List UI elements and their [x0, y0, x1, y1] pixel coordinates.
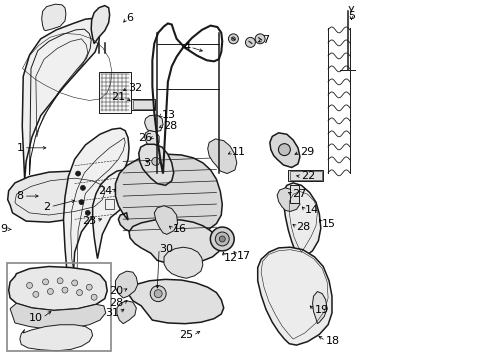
- Text: 15: 15: [322, 219, 336, 229]
- Circle shape: [215, 232, 229, 246]
- Bar: [290, 185, 298, 203]
- Text: 14: 14: [305, 205, 319, 215]
- Circle shape: [76, 171, 81, 176]
- Polygon shape: [115, 271, 138, 298]
- Circle shape: [47, 288, 53, 294]
- Bar: [133, 100, 153, 109]
- Polygon shape: [20, 325, 92, 351]
- Polygon shape: [129, 219, 220, 264]
- Text: 27: 27: [291, 189, 305, 199]
- Text: 11: 11: [231, 147, 245, 157]
- Text: 4: 4: [183, 42, 190, 52]
- Polygon shape: [41, 4, 66, 31]
- Polygon shape: [117, 301, 136, 324]
- Text: 21: 21: [111, 92, 125, 102]
- Polygon shape: [63, 128, 129, 299]
- Circle shape: [42, 279, 48, 285]
- Text: 25: 25: [179, 330, 193, 341]
- Circle shape: [151, 157, 160, 165]
- Polygon shape: [10, 303, 105, 329]
- Text: 9: 9: [0, 224, 8, 234]
- Circle shape: [150, 286, 166, 302]
- Circle shape: [57, 278, 63, 284]
- Text: 22: 22: [301, 171, 315, 181]
- Text: 24: 24: [98, 186, 112, 197]
- Text: 18: 18: [325, 336, 339, 346]
- Polygon shape: [115, 154, 222, 237]
- Polygon shape: [139, 144, 173, 185]
- Text: 28: 28: [163, 121, 177, 131]
- Polygon shape: [144, 131, 159, 146]
- Text: 13: 13: [162, 110, 176, 120]
- Text: 16: 16: [172, 224, 186, 234]
- Polygon shape: [129, 279, 224, 324]
- Polygon shape: [277, 188, 299, 211]
- Polygon shape: [163, 247, 203, 278]
- Circle shape: [85, 210, 90, 215]
- Polygon shape: [144, 115, 163, 132]
- Polygon shape: [9, 266, 107, 310]
- Polygon shape: [269, 133, 299, 167]
- Text: 10: 10: [29, 312, 42, 323]
- Circle shape: [255, 34, 264, 44]
- Circle shape: [245, 37, 255, 48]
- Circle shape: [77, 289, 82, 296]
- Bar: [99, 72, 130, 113]
- Polygon shape: [154, 206, 177, 234]
- Text: 7: 7: [262, 35, 269, 45]
- Polygon shape: [207, 139, 236, 174]
- Polygon shape: [312, 292, 326, 324]
- Bar: [288, 170, 323, 181]
- Circle shape: [86, 284, 92, 290]
- Text: 28: 28: [109, 298, 123, 308]
- Circle shape: [72, 280, 78, 286]
- Text: 17: 17: [236, 251, 250, 261]
- Text: 12: 12: [224, 253, 238, 263]
- Text: 26: 26: [138, 133, 152, 143]
- Circle shape: [81, 185, 85, 190]
- Text: 2: 2: [43, 202, 50, 212]
- Polygon shape: [257, 247, 331, 345]
- Circle shape: [154, 290, 162, 298]
- Polygon shape: [91, 6, 109, 44]
- Bar: [131, 99, 155, 110]
- Circle shape: [33, 291, 39, 297]
- Text: 8: 8: [17, 191, 23, 201]
- Text: 30: 30: [159, 244, 173, 254]
- Bar: [7, 263, 111, 351]
- Text: 23: 23: [82, 216, 96, 226]
- Text: 1: 1: [17, 143, 23, 153]
- Circle shape: [26, 283, 32, 288]
- Polygon shape: [22, 18, 100, 180]
- Circle shape: [228, 34, 238, 44]
- Circle shape: [210, 227, 234, 251]
- Bar: [289, 171, 321, 180]
- Text: 3: 3: [142, 158, 150, 168]
- Polygon shape: [92, 170, 131, 258]
- Text: 29: 29: [299, 147, 314, 157]
- Text: 28: 28: [296, 222, 310, 232]
- Circle shape: [231, 37, 235, 41]
- Circle shape: [79, 200, 84, 204]
- Text: 31: 31: [105, 308, 119, 318]
- Text: 32: 32: [128, 83, 142, 93]
- Circle shape: [91, 294, 97, 300]
- Polygon shape: [8, 171, 110, 222]
- Circle shape: [278, 144, 290, 156]
- Circle shape: [62, 287, 68, 293]
- Polygon shape: [283, 183, 320, 257]
- Text: 6: 6: [126, 13, 133, 23]
- Circle shape: [219, 236, 225, 242]
- Text: 20: 20: [109, 286, 123, 296]
- Text: 5: 5: [347, 11, 354, 21]
- Text: 19: 19: [314, 305, 328, 315]
